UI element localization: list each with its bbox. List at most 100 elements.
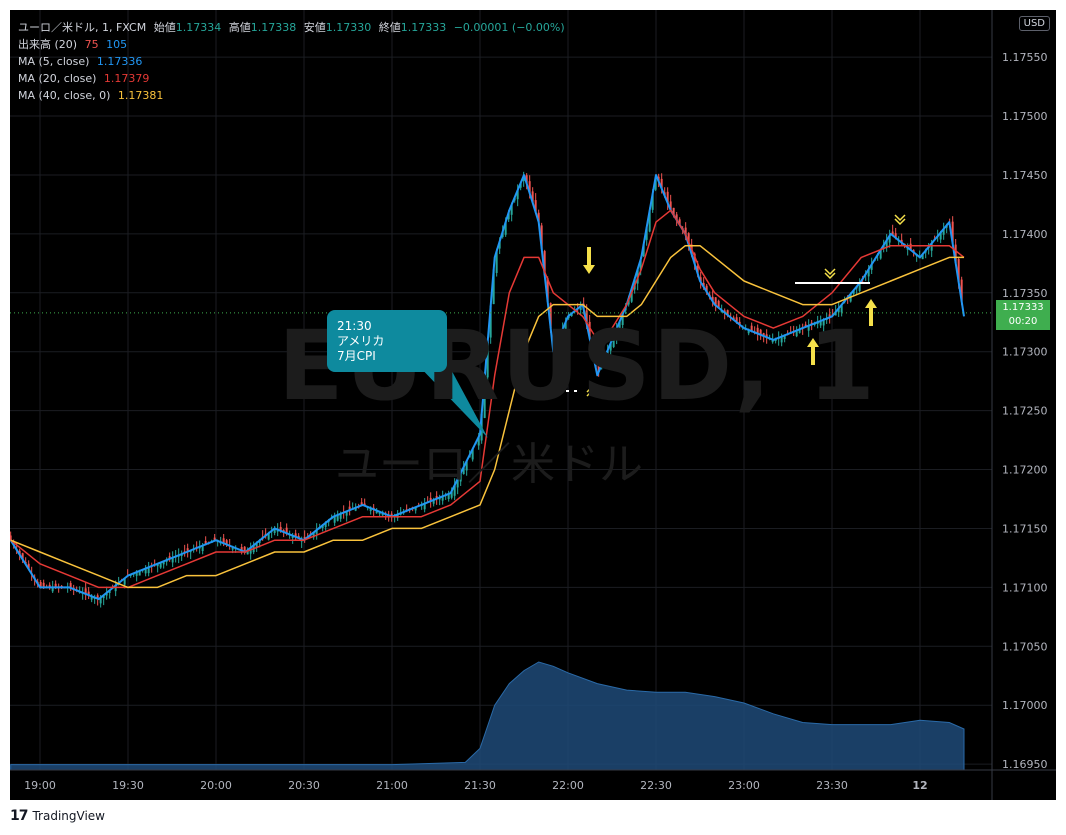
candle-body <box>108 590 111 594</box>
candle-body <box>489 305 492 338</box>
candle-body <box>138 570 141 576</box>
candle-body <box>543 251 546 276</box>
candle-body <box>18 550 21 555</box>
buy-arrow-icon <box>807 338 819 365</box>
candle-body <box>594 348 597 368</box>
candle-body <box>162 561 165 565</box>
time-tick-label: 23:00 <box>728 779 760 792</box>
candle-body <box>225 540 228 545</box>
legend-ohlc[interactable]: ユーロ／米ドル, 1, FXCM 始値1.17334 高値1.17338 安値1… <box>18 19 569 36</box>
candle-body <box>771 339 774 343</box>
candle-body <box>696 265 699 274</box>
legend-ma5[interactable]: MA (5, close) 1.17336 <box>18 53 569 70</box>
time-tick-label: 21:00 <box>376 779 408 792</box>
ma5-line <box>10 174 965 601</box>
candle-body <box>687 233 690 245</box>
legend-ma40[interactable]: MA (40, close, 0) 1.17381 <box>18 87 569 104</box>
price-chart[interactable]: 1.175501.175001.174501.174001.173501.173… <box>10 10 1056 800</box>
price-tick-label: 1.17500 <box>1002 110 1048 123</box>
ma20-line <box>10 209 965 589</box>
candle-body <box>648 210 651 232</box>
candle-body <box>246 550 249 555</box>
tradingview-logo-icon: 𝟭𝟳 <box>10 808 29 824</box>
candle-body <box>390 513 393 517</box>
time-tick-label: 22:00 <box>552 779 584 792</box>
time-tick-label: 22:30 <box>640 779 672 792</box>
candle-body <box>255 542 258 547</box>
candle-body <box>651 193 654 210</box>
legend-ma40-value: 1.17381 <box>117 89 164 102</box>
footer[interactable]: 𝟭𝟳 TradingView <box>10 808 105 824</box>
candle-body <box>747 330 750 334</box>
candle-body <box>39 581 42 588</box>
legend-volume[interactable]: 出来高 (20) 75 105 <box>18 36 569 53</box>
candle-body <box>279 526 282 531</box>
candle-body <box>738 321 741 325</box>
candle-body <box>819 320 822 326</box>
candle-body <box>957 258 960 283</box>
candle-body <box>114 585 117 592</box>
candle-body <box>558 336 561 344</box>
candle-body <box>546 278 549 302</box>
candle-body <box>666 191 669 204</box>
time-tick-label: 12 <box>912 779 927 792</box>
double-chevron-down-icon <box>894 214 906 226</box>
moving-averages <box>10 174 965 601</box>
candle-body <box>534 200 537 213</box>
candle-body <box>222 538 225 544</box>
legend-ma40-label: MA (40, close, 0) <box>18 89 111 102</box>
price-tick-label: 1.17400 <box>1002 228 1048 241</box>
candle-body <box>891 231 894 236</box>
candle-body <box>471 448 474 460</box>
candle-body <box>348 506 351 511</box>
candle-body <box>852 290 855 294</box>
candle-body <box>51 587 54 592</box>
candle-body <box>669 201 672 211</box>
legend-symbol[interactable]: ユーロ／米ドル, 1, FXCM <box>18 21 147 34</box>
candle-body <box>672 207 675 216</box>
candle-body <box>888 235 891 243</box>
candle-body <box>783 335 786 339</box>
candle-body <box>837 308 840 313</box>
legend-ma20[interactable]: MA (20, close) 1.17379 <box>18 70 569 87</box>
time-tick-label: 19:00 <box>24 779 56 792</box>
time-tick-label: 20:00 <box>200 779 232 792</box>
double-chevron-down-icon <box>824 268 836 280</box>
legend-high: 1.17338 <box>250 21 297 34</box>
price-tick-label: 1.17100 <box>1002 581 1048 594</box>
candle-body <box>609 343 612 351</box>
candle-body <box>381 512 384 516</box>
candle-body <box>750 325 753 332</box>
candle-body <box>714 297 717 306</box>
candle-body <box>798 329 801 333</box>
candle-body <box>828 314 831 318</box>
candle-body <box>186 548 189 552</box>
candle-body <box>822 319 825 326</box>
candle-body <box>735 317 738 323</box>
price-tick-label: 1.17000 <box>1002 699 1048 712</box>
candle-body <box>717 300 720 308</box>
legend: ユーロ／米ドル, 1, FXCM 始値1.17334 高値1.17338 安値1… <box>18 19 569 104</box>
candle-body <box>375 510 378 514</box>
candle-body <box>549 303 552 329</box>
candle-body <box>639 259 642 271</box>
candle-body <box>579 306 582 310</box>
legend-open: 1.17334 <box>175 21 222 34</box>
candle-body <box>645 227 648 240</box>
candle-body <box>780 336 783 343</box>
candle-body <box>432 499 435 504</box>
candle-body <box>369 508 372 512</box>
currency-button[interactable]: USD <box>1018 16 1050 31</box>
ma40-line <box>10 244 964 589</box>
candle-body <box>498 241 501 249</box>
candle-body <box>759 329 762 335</box>
candle-body <box>555 343 558 355</box>
footer-brand: TradingView <box>32 809 105 823</box>
candle-body <box>618 321 621 334</box>
candle-body <box>231 546 234 550</box>
time-tick-label: 21:30 <box>464 779 496 792</box>
candle-body <box>249 547 252 554</box>
chart-panel[interactable]: 1.17550 1.17500 1.17450 1.17400 1.17350 1.173… <box>10 10 1056 800</box>
candle-body <box>495 251 498 273</box>
event-callout[interactable]: 21:30 アメリカ 7月CPI <box>327 310 447 372</box>
